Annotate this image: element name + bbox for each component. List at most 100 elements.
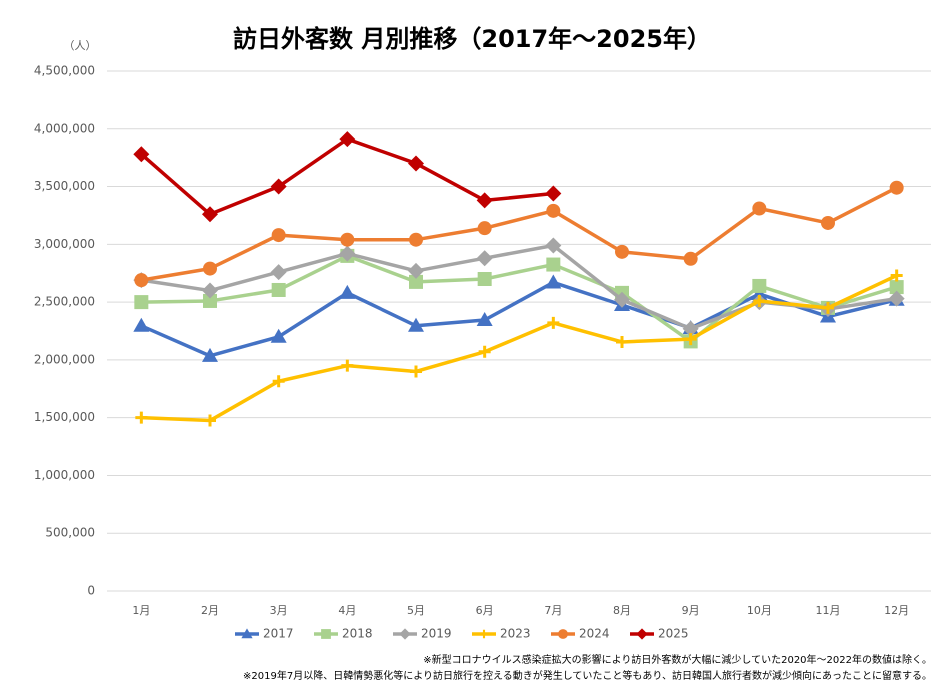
legend-label: 2019 [421,627,452,641]
data-point [822,301,834,314]
x-tick-label: 12月 [884,604,909,617]
data-point [476,192,493,209]
data-point [202,282,218,299]
legend-marker [399,628,411,640]
x-tick-label: 6月 [476,604,494,617]
data-point [270,328,287,343]
data-point [135,411,148,424]
data-point [545,185,562,202]
y-tick-label: 4,000,000 [34,121,95,135]
data-point [753,294,766,307]
legend-label: 2023 [500,627,531,641]
legend-marker [479,629,489,639]
data-point [477,221,492,236]
x-tick-label: 11月 [816,604,841,617]
data-point [616,335,628,348]
data-point [682,320,699,337]
note: ※新型コロナウイルス感染症拡大の影響により訪日外客数が大幅に減少していた2020… [423,653,932,666]
data-point [547,316,560,329]
data-point [545,237,562,254]
data-point [204,414,216,427]
data-point [133,146,150,163]
data-point [545,274,562,289]
y-tick-label: 4,500,000 [34,64,95,78]
data-point [890,269,903,282]
data-point [546,203,561,218]
data-point [339,284,356,299]
data-point [888,290,905,307]
series-line [141,186,898,282]
data-point [339,131,356,148]
data-point [271,228,286,243]
data-point [410,365,422,378]
x-tick-label: 3月 [270,604,288,617]
data-point [203,261,217,276]
y-tick-label: 1,500,000 [34,410,95,424]
data-point [821,215,835,230]
series-line [141,254,898,344]
y-tick-label: 3,000,000 [34,237,95,251]
x-tick-label: 5月 [407,604,425,617]
legend-label: 2017 [263,627,294,641]
legend-marker [241,628,253,639]
series-line [141,273,898,423]
y-tick-label: 2,000,000 [34,352,95,366]
y-tick-label: 1,000,000 [34,468,95,482]
x-tick-label: 1月 [132,604,150,617]
data-point [340,232,355,247]
x-tick-label: 7月 [544,604,562,617]
data-point [133,317,150,332]
data-point [134,295,149,310]
data-point [476,312,493,327]
data-point [271,282,286,297]
y-tick-label: 3,500,000 [34,179,95,193]
data-point [408,262,424,279]
legend-label: 2018 [342,627,373,641]
data-point [408,317,424,332]
data-point [684,333,697,346]
series-line [140,280,898,358]
series-line [141,243,897,331]
data-point [478,345,491,358]
data-point [546,257,561,272]
chart-title: 訪日外客数 月別推移（2017年～2025年） [233,25,711,53]
legend-label: 2024 [579,627,610,641]
series-line [140,137,554,217]
data-point [408,155,424,172]
data-point [614,291,630,308]
data-point [477,272,492,286]
note: ※2019年7月以降、日韓情勢悪化等により訪日旅行を控える動きが発生していたこと… [243,669,932,682]
legend-marker [321,629,331,639]
data-point [409,274,423,289]
data-point [615,244,629,259]
data-point [203,293,217,308]
data-point [339,245,356,262]
data-point [270,178,287,195]
data-point [889,180,904,195]
y-unit: （人） [64,39,97,52]
data-point [409,232,423,247]
x-tick-label: 10月 [747,604,772,617]
x-tick-label: 2月 [201,604,219,617]
y-tick-label: 500,000 [45,526,95,540]
x-tick-label: 9月 [682,604,700,617]
legend-marker [558,629,568,639]
data-point [270,264,287,281]
legend-marker [636,628,648,640]
data-point [202,206,218,223]
data-point [752,201,767,216]
data-point [751,286,768,301]
x-tick-label: 4月 [338,604,356,617]
x-tick-label: 8月 [613,604,631,617]
legend-label: 2025 [658,627,689,641]
data-point [752,278,767,293]
data-point [341,359,354,372]
data-point [889,280,904,295]
data-point [202,347,218,362]
data-point [134,273,149,288]
y-tick-label: 0 [87,584,95,598]
data-point [683,251,698,266]
data-point [272,375,285,388]
